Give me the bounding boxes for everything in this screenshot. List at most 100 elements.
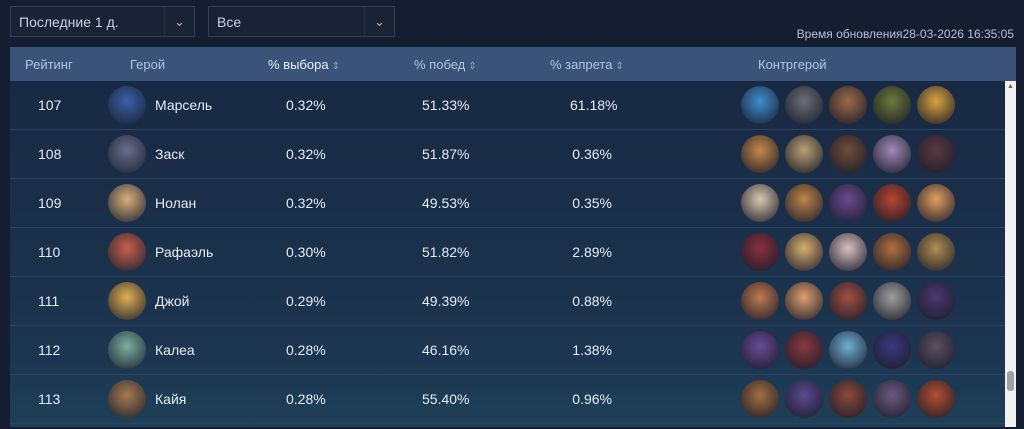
hero-name[interactable]: Марсель (155, 97, 213, 113)
win-rate: 51.33% (422, 97, 470, 113)
counter-hero-avatar[interactable] (741, 184, 779, 222)
sort-icon: ⇕ (468, 60, 477, 72)
rank: 108 (38, 146, 62, 162)
counter-hero-avatar[interactable] (829, 135, 867, 173)
hero-avatar[interactable] (108, 380, 146, 418)
counter-hero-avatar[interactable] (741, 380, 779, 418)
counter-hero-avatar[interactable] (873, 331, 911, 369)
counter-hero-avatar[interactable] (741, 331, 779, 369)
counter-hero-avatar[interactable] (873, 380, 911, 418)
counter-hero-avatar[interactable] (785, 86, 823, 124)
counter-hero-avatar[interactable] (917, 282, 955, 320)
ban-rate: 2.89% (572, 244, 612, 260)
role-value: Все (217, 13, 242, 30)
hero-name[interactable]: Заск (155, 146, 185, 162)
pick-rate: 0.32% (286, 195, 326, 211)
table-row[interactable]: 111 Джой 0.29% 49.39% 0.88% (10, 277, 1005, 326)
counter-hero-avatar[interactable] (873, 86, 911, 124)
sort-icon: ⇕ (615, 60, 624, 72)
header-ban[interactable]: % запрета ⇕ (550, 57, 624, 72)
scrollbar[interactable]: ▲ (1005, 81, 1016, 427)
chevron-down-icon: ⌄ (364, 7, 394, 36)
table-header: Рейтинг Герой % выбора ⇕ % побед ⇕ % запре… (10, 47, 1016, 81)
ban-rate: 0.35% (572, 195, 612, 211)
counter-hero-avatar[interactable] (917, 135, 955, 173)
hero-avatar[interactable] (108, 135, 146, 173)
ban-rate: 0.88% (572, 293, 612, 309)
header-ban-label: % запрета (550, 56, 613, 72)
table-row[interactable]: 109 Нолан 0.32% 49.53% 0.35% (10, 179, 1005, 228)
update-value: 28-03-2026 16:35:05 (902, 27, 1014, 41)
counter-hero-avatar[interactable] (917, 184, 955, 222)
table-row[interactable]: 113 Кайя 0.28% 55.40% 0.96% (10, 375, 1005, 424)
hero-avatar[interactable] (108, 233, 146, 271)
table-row[interactable]: 112 Калеа 0.28% 46.16% 1.38% (10, 326, 1005, 375)
win-rate: 55.40% (422, 391, 470, 407)
period-select[interactable]: Последние 1 д. ⌄ (10, 6, 195, 37)
counter-hero-avatar[interactable] (873, 184, 911, 222)
counter-hero-avatar[interactable] (741, 233, 779, 271)
table-row[interactable]: 107 Марсель 0.32% 51.33% 61.18% (10, 81, 1005, 130)
sort-icon: ⇕ (331, 60, 340, 72)
header-hero: Герой (130, 56, 166, 72)
hero-name[interactable]: Кайя (155, 391, 187, 407)
counter-hero-avatar[interactable] (829, 282, 867, 320)
pick-rate: 0.30% (286, 244, 326, 260)
counter-hero-avatar[interactable] (917, 380, 955, 418)
pick-rate: 0.28% (286, 342, 326, 358)
rank: 112 (38, 342, 61, 358)
counter-hero-avatar[interactable] (785, 135, 823, 173)
hero-avatar[interactable] (108, 282, 146, 320)
pick-rate: 0.28% (286, 391, 326, 407)
pick-rate: 0.29% (286, 293, 326, 309)
hero-avatar[interactable] (108, 86, 146, 124)
rank: 111 (38, 293, 60, 309)
counter-hero-avatar[interactable] (917, 233, 955, 271)
counter-hero-avatar[interactable] (785, 184, 823, 222)
hero-avatar[interactable] (108, 184, 146, 222)
counter-hero-avatar[interactable] (917, 331, 955, 369)
role-select[interactable]: Все ⌄ (208, 6, 395, 37)
header-pick[interactable]: % выбора ⇕ (268, 57, 340, 72)
counter-hero-avatar[interactable] (917, 86, 955, 124)
counter-hero-avatar[interactable] (785, 233, 823, 271)
counter-hero-avatar[interactable] (829, 380, 867, 418)
counter-hero-avatar[interactable] (741, 135, 779, 173)
counter-hero-avatar[interactable] (741, 282, 779, 320)
counter-hero-avatar[interactable] (829, 86, 867, 124)
ban-rate: 0.36% (572, 146, 612, 162)
counter-hero-avatar[interactable] (785, 282, 823, 320)
counter-hero-avatar[interactable] (829, 184, 867, 222)
counter-hero-avatar[interactable] (785, 380, 823, 418)
header-win[interactable]: % побед ⇕ (414, 57, 477, 72)
rank: 109 (38, 195, 62, 211)
counter-hero-avatar[interactable] (785, 331, 823, 369)
counter-hero-avatar[interactable] (829, 233, 867, 271)
pick-rate: 0.32% (286, 97, 326, 113)
win-rate: 49.53% (422, 195, 470, 211)
hero-name[interactable]: Рафаэль (155, 244, 214, 260)
table-row[interactable]: 108 Заск 0.32% 51.87% 0.36% (10, 130, 1005, 179)
win-rate: 51.87% (422, 146, 470, 162)
hero-avatar[interactable] (108, 331, 146, 369)
ban-rate: 1.38% (572, 342, 612, 358)
hero-table: Рейтинг Герой % выбора ⇕ % побед ⇕ % запре… (10, 47, 1016, 427)
counter-hero-avatar[interactable] (873, 135, 911, 173)
win-rate: 49.39% (422, 293, 470, 309)
table-row[interactable]: 110 Рафаэль 0.30% 51.82% 2.89% (10, 228, 1005, 277)
hero-name[interactable]: Калеа (155, 342, 195, 358)
scrollbar-thumb[interactable] (1007, 371, 1014, 391)
update-time: Время обновления28-03-2026 16:35:05 (797, 27, 1014, 41)
counter-hero-avatar[interactable] (873, 233, 911, 271)
hero-name[interactable]: Нолан (155, 195, 197, 211)
header-counter: Контргерой (758, 56, 827, 72)
scroll-up-icon[interactable]: ▲ (1007, 83, 1014, 90)
period-value: Последние 1 д. (19, 13, 119, 30)
hero-name[interactable]: Джой (155, 293, 190, 309)
counter-hero-avatar[interactable] (829, 331, 867, 369)
update-label: Время обновления (796, 27, 903, 41)
rank: 110 (38, 244, 61, 260)
ban-rate: 61.18% (570, 97, 618, 113)
counter-hero-avatar[interactable] (873, 282, 911, 320)
counter-hero-avatar[interactable] (741, 86, 779, 124)
